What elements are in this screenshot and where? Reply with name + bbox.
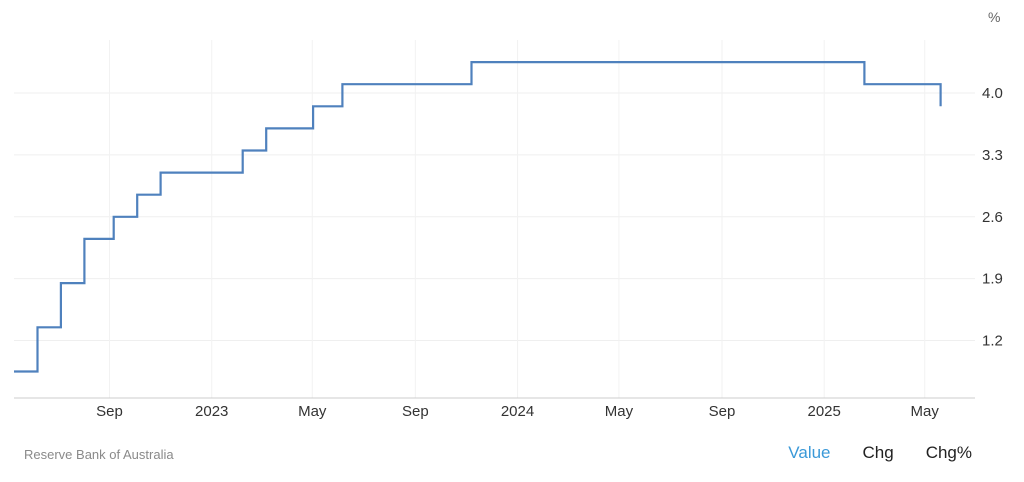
source-label: Reserve Bank of Australia xyxy=(24,447,174,462)
x-tick-label: 2023 xyxy=(195,403,228,420)
x-tick-label: Sep xyxy=(96,403,123,420)
series-layer xyxy=(14,61,942,373)
tab-chg-pct[interactable]: Chg% xyxy=(925,443,972,462)
x-tick-label: Sep xyxy=(709,403,736,420)
x-tick-label: May xyxy=(605,403,634,420)
y-tick-label: 3.3 xyxy=(982,147,1003,164)
x-tick-label: 2024 xyxy=(501,403,534,420)
tab-value[interactable]: Value xyxy=(788,443,831,462)
y-tick-label: 2.6 xyxy=(982,209,1003,226)
unit-label: % xyxy=(988,9,1000,25)
x-tick-label: May xyxy=(298,403,327,420)
y-tick-label: 1.2 xyxy=(982,333,1003,350)
series-line xyxy=(14,61,942,373)
view-tabs: Value Chg Chg% xyxy=(756,443,972,463)
tick-labels: 1.2 1.9 2.6 3.3 4.0 Sep 2023 May Sep 2024 May Sep 20… xyxy=(96,85,1003,420)
gridlines xyxy=(14,40,975,398)
tab-chg[interactable]: Chg xyxy=(862,443,894,462)
x-tick-label: May xyxy=(911,403,940,420)
x-tick-label: Sep xyxy=(402,403,429,420)
y-tick-label: 1.9 xyxy=(982,271,1003,288)
x-tick-label: 2025 xyxy=(808,403,841,420)
y-tick-label: 4.0 xyxy=(982,85,1003,102)
